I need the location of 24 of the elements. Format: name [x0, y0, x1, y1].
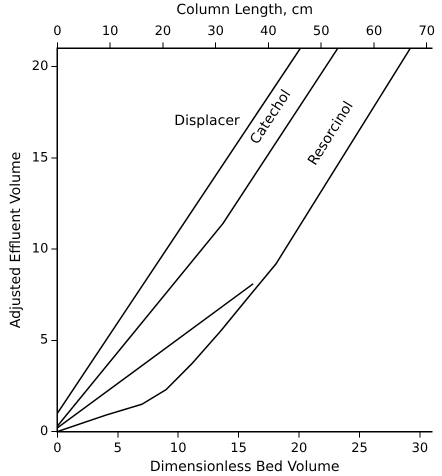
y-tick-label: 0: [40, 424, 48, 439]
x2-tick-label: 0: [53, 24, 62, 39]
x2-tick-label: 10: [102, 24, 118, 39]
x2-tick-label: 40: [260, 24, 277, 39]
x2-tick-label: 70: [418, 24, 435, 39]
x2-axis-title: Column Length, cm: [176, 2, 313, 18]
x-tick-label: 25: [351, 440, 368, 456]
x-tick-label: 5: [114, 440, 122, 456]
y-tick-label: 5: [40, 332, 48, 348]
x-tick-label: 0: [53, 440, 62, 456]
y-tick-label: 15: [32, 150, 48, 166]
x2-tick-label: 30: [207, 24, 224, 39]
x-tick-label: 20: [290, 440, 308, 456]
series-label: Displacer: [174, 113, 240, 130]
y-tick-label: 20: [32, 59, 48, 74]
x-tick-label: 30: [412, 440, 428, 456]
y-tick-label: 10: [32, 242, 48, 256]
y-axis-title: Adjusted Effluent Volume: [8, 152, 24, 328]
x-axis-title: Dimensionless Bed Volume: [150, 459, 340, 476]
x-tick-label: 10: [170, 440, 186, 456]
x-tick-label: 15: [230, 440, 247, 456]
x2-tick-label: 20: [154, 24, 172, 39]
x2-tick-label: 50: [312, 24, 330, 39]
x2-tick-label: 60: [366, 24, 382, 39]
